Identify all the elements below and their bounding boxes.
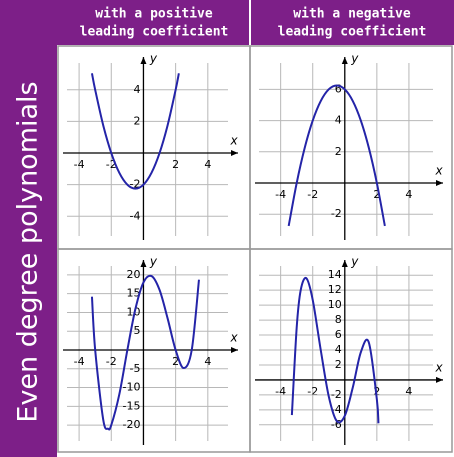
y-tick-label: -15 — [122, 399, 140, 412]
y-axis-label: y — [149, 52, 158, 66]
x-axis-arrow — [436, 180, 443, 187]
curve — [90, 274, 200, 431]
x-tick-label: -2 — [106, 355, 117, 368]
column-header: with a positive — [95, 7, 213, 22]
x-tick-label: 2 — [373, 188, 380, 201]
x-tick-label: -2 — [307, 188, 318, 201]
x-axis-arrow — [436, 376, 443, 383]
side-header — [0, 0, 57, 457]
y-tick-label: 4 — [133, 83, 140, 96]
column-header: with a negative — [293, 7, 411, 22]
y-tick-label: 6 — [335, 328, 342, 341]
y-tick-label: -10 — [122, 381, 140, 394]
y-tick-label: 10 — [328, 298, 342, 311]
y-tick-label: -2 — [129, 178, 140, 191]
plot: -4 -2 2 4 6 4 2 -2 x y — [255, 52, 443, 240]
y-tick-label: -6 — [331, 418, 342, 431]
x-axis-label: x — [434, 164, 443, 178]
y-tick-label: 2 — [335, 358, 342, 371]
y-tick-label: 10 — [126, 305, 140, 318]
x-tick-label: 2 — [172, 355, 179, 368]
y-tick-label: 6 — [335, 82, 342, 95]
y-tick-label: -4 — [331, 403, 342, 416]
curve — [90, 73, 180, 190]
x-axis-arrow — [231, 346, 238, 353]
x-tick-label: 4 — [405, 188, 412, 201]
y-tick-label: -5 — [129, 362, 140, 375]
x-axis-label: x — [229, 330, 238, 344]
y-tick-label: 2 — [335, 145, 342, 158]
y-tick-label: 2 — [133, 114, 140, 127]
y-axis-label: y — [350, 52, 359, 66]
x-tick-label: -4 — [74, 355, 85, 368]
y-tick-label: 8 — [335, 313, 342, 326]
y-axis-label: y — [149, 255, 158, 269]
x-tick-label: 4 — [405, 385, 412, 398]
x-tick-label: -2 — [307, 385, 318, 398]
x-tick-label: -4 — [74, 158, 85, 171]
x-tick-label: -2 — [106, 158, 117, 171]
y-tick-label: 4 — [335, 114, 342, 127]
y-tick-label: 5 — [133, 324, 140, 337]
y-tick-label: 4 — [335, 343, 342, 356]
y-tick-label: -2 — [331, 207, 342, 220]
curve — [290, 276, 380, 424]
row-header: Even degree polynomials — [13, 81, 44, 422]
y-tick-label: -4 — [129, 209, 140, 222]
y-axis-arrow — [341, 260, 348, 267]
plot: -4 -2 2 4 20 15 10 5 -5 -10 -15 -20 x y — [63, 255, 238, 445]
y-tick-label: -2 — [331, 388, 342, 401]
y-axis-label: y — [350, 255, 359, 269]
y-tick-label: -20 — [122, 418, 140, 431]
header-row — [0, 0, 454, 45]
column-header: leading coefficient — [80, 25, 229, 40]
plot: -4 -2 2 4 4 2 -2 -4 x y — [63, 52, 238, 240]
cell-border — [249, 248, 453, 453]
y-axis-arrow — [140, 260, 147, 267]
x-axis-arrow — [231, 150, 238, 157]
x-tick-label: -4 — [275, 188, 286, 201]
y-axis-arrow — [341, 57, 348, 64]
x-tick-label: 4 — [204, 355, 211, 368]
x-tick-label: -4 — [275, 385, 286, 398]
curve — [287, 84, 386, 227]
x-tick-label: 4 — [204, 158, 211, 171]
x-axis-label: x — [434, 360, 443, 374]
y-tick-label: 12 — [328, 283, 342, 296]
column-header: leading coefficient — [278, 25, 427, 40]
x-tick-label: 2 — [172, 158, 179, 171]
y-tick-label: 20 — [126, 268, 140, 281]
y-tick-label: 14 — [328, 268, 342, 281]
y-axis-arrow — [140, 57, 147, 64]
y-tick-label: 15 — [126, 287, 140, 300]
x-axis-label: x — [229, 134, 238, 148]
